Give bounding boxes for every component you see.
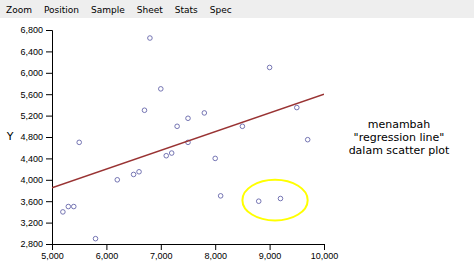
point <box>256 199 261 204</box>
tick: 4,400 <box>20 154 52 164</box>
tick: 5,200 <box>20 111 52 121</box>
highlight-ellipse <box>242 180 307 221</box>
point <box>295 105 300 110</box>
toolbar-background <box>0 0 474 18</box>
tick-label: 5,200 <box>20 111 43 121</box>
tick-mark <box>270 244 271 250</box>
tick-mark <box>46 94 52 95</box>
tick-label: 8,000 <box>204 251 227 261</box>
point <box>93 236 98 241</box>
tick-mark <box>46 116 52 117</box>
tick-label: 4,800 <box>20 132 43 142</box>
tick: 4,800 <box>20 132 52 142</box>
point <box>278 196 283 201</box>
tick-label: 9,000 <box>259 251 282 261</box>
tick-mark <box>46 137 52 138</box>
tick: 3,600 <box>20 197 52 207</box>
annotation-line: "regression line" <box>354 131 445 144</box>
tick-label: 4,400 <box>20 154 43 164</box>
point <box>66 204 71 209</box>
tick-mark <box>46 30 52 31</box>
tick-label: 5,000 <box>41 251 64 261</box>
tick-label: 4,000 <box>20 175 43 185</box>
point <box>240 124 245 129</box>
y-axis-label: Y <box>6 130 14 143</box>
annotation: menambah"regression line"dalam scatter p… <box>349 118 450 157</box>
tick: 4,000 <box>20 175 52 185</box>
toolbar: Zoom Position Sample Sheet Stats Spec <box>0 0 474 18</box>
point <box>71 204 76 209</box>
marks <box>52 36 324 241</box>
tick: 6,400 <box>20 47 52 57</box>
tick-mark <box>324 244 325 250</box>
tick-mark <box>46 244 52 245</box>
axis-line <box>53 245 325 251</box>
tick-label: 10,000 <box>311 251 339 261</box>
point <box>175 124 180 129</box>
tick: 3,200 <box>20 218 52 228</box>
point <box>148 36 153 41</box>
point <box>131 172 136 177</box>
toolbar-label: Position <box>44 5 79 15</box>
tick-label: 6,800 <box>20 25 43 35</box>
point <box>218 194 223 199</box>
point <box>77 140 82 145</box>
y-axis: 2,800 3,200 3,600 4,000 4,400 4,800 5,200 5,600… <box>20 25 52 249</box>
tick-mark <box>46 201 52 202</box>
tick: 9,000 <box>259 244 282 261</box>
toolbar-label: Sample <box>91 5 125 15</box>
tick-label: 6,400 <box>20 47 43 57</box>
tick-mark <box>46 223 52 224</box>
tick-label: 7,000 <box>150 251 173 261</box>
chart-container: Zoom Position Sample Sheet Stats Spec 5,000 6,0… <box>0 0 474 266</box>
tick-mark <box>46 180 52 181</box>
x-axis: 5,000 6,000 7,000 8,000 9,000 10,000 <box>41 244 338 261</box>
point <box>115 178 120 183</box>
tick: 2,800 <box>20 239 52 249</box>
point <box>137 169 142 174</box>
tick: 10,000 <box>311 244 339 261</box>
tick: 6,000 <box>20 68 52 78</box>
point <box>61 210 66 215</box>
tick-label: 3,200 <box>20 218 43 228</box>
axis-line <box>46 31 53 245</box>
tick-mark <box>106 244 107 250</box>
tick-label: 6,000 <box>20 68 43 78</box>
tick-mark <box>46 73 52 74</box>
tick-label: 6,000 <box>96 251 119 261</box>
toolbar-label: Spec <box>210 5 232 15</box>
chart-svg: Zoom Position Sample Sheet Stats Spec 5,000 6,0… <box>0 0 474 266</box>
tick: 8,000 <box>204 244 227 261</box>
toolbar-label: Zoom <box>6 5 32 15</box>
tick-label: 5,600 <box>20 90 43 100</box>
point <box>305 137 310 142</box>
plot: 5,000 6,000 7,000 8,000 9,000 10,000 2,800 3,20… <box>20 25 338 261</box>
point <box>164 153 169 158</box>
annotation-line: dalam scatter plot <box>349 144 450 157</box>
point <box>142 108 147 113</box>
point <box>213 156 218 161</box>
tick-label: 3,600 <box>20 197 43 207</box>
tick: 5,000 <box>41 244 64 261</box>
tick-mark <box>46 51 52 52</box>
tick: 5,600 <box>20 90 52 100</box>
point <box>267 65 272 70</box>
point <box>202 111 207 116</box>
point <box>169 151 174 156</box>
tick-mark <box>46 158 52 159</box>
tick: 7,000 <box>150 244 173 261</box>
annotation-line: menambah <box>368 118 431 131</box>
tick-label: 2,800 <box>20 239 43 249</box>
toolbar-label: Sheet <box>137 5 163 15</box>
point <box>186 116 191 121</box>
toolbar-label: Stats <box>175 5 198 15</box>
point <box>159 87 164 92</box>
tick-mark <box>161 244 162 250</box>
tick: 6,000 <box>96 244 119 261</box>
tick: 6,800 <box>20 25 52 35</box>
points <box>61 36 310 241</box>
regression-line <box>52 94 324 188</box>
tick-mark <box>215 244 216 250</box>
